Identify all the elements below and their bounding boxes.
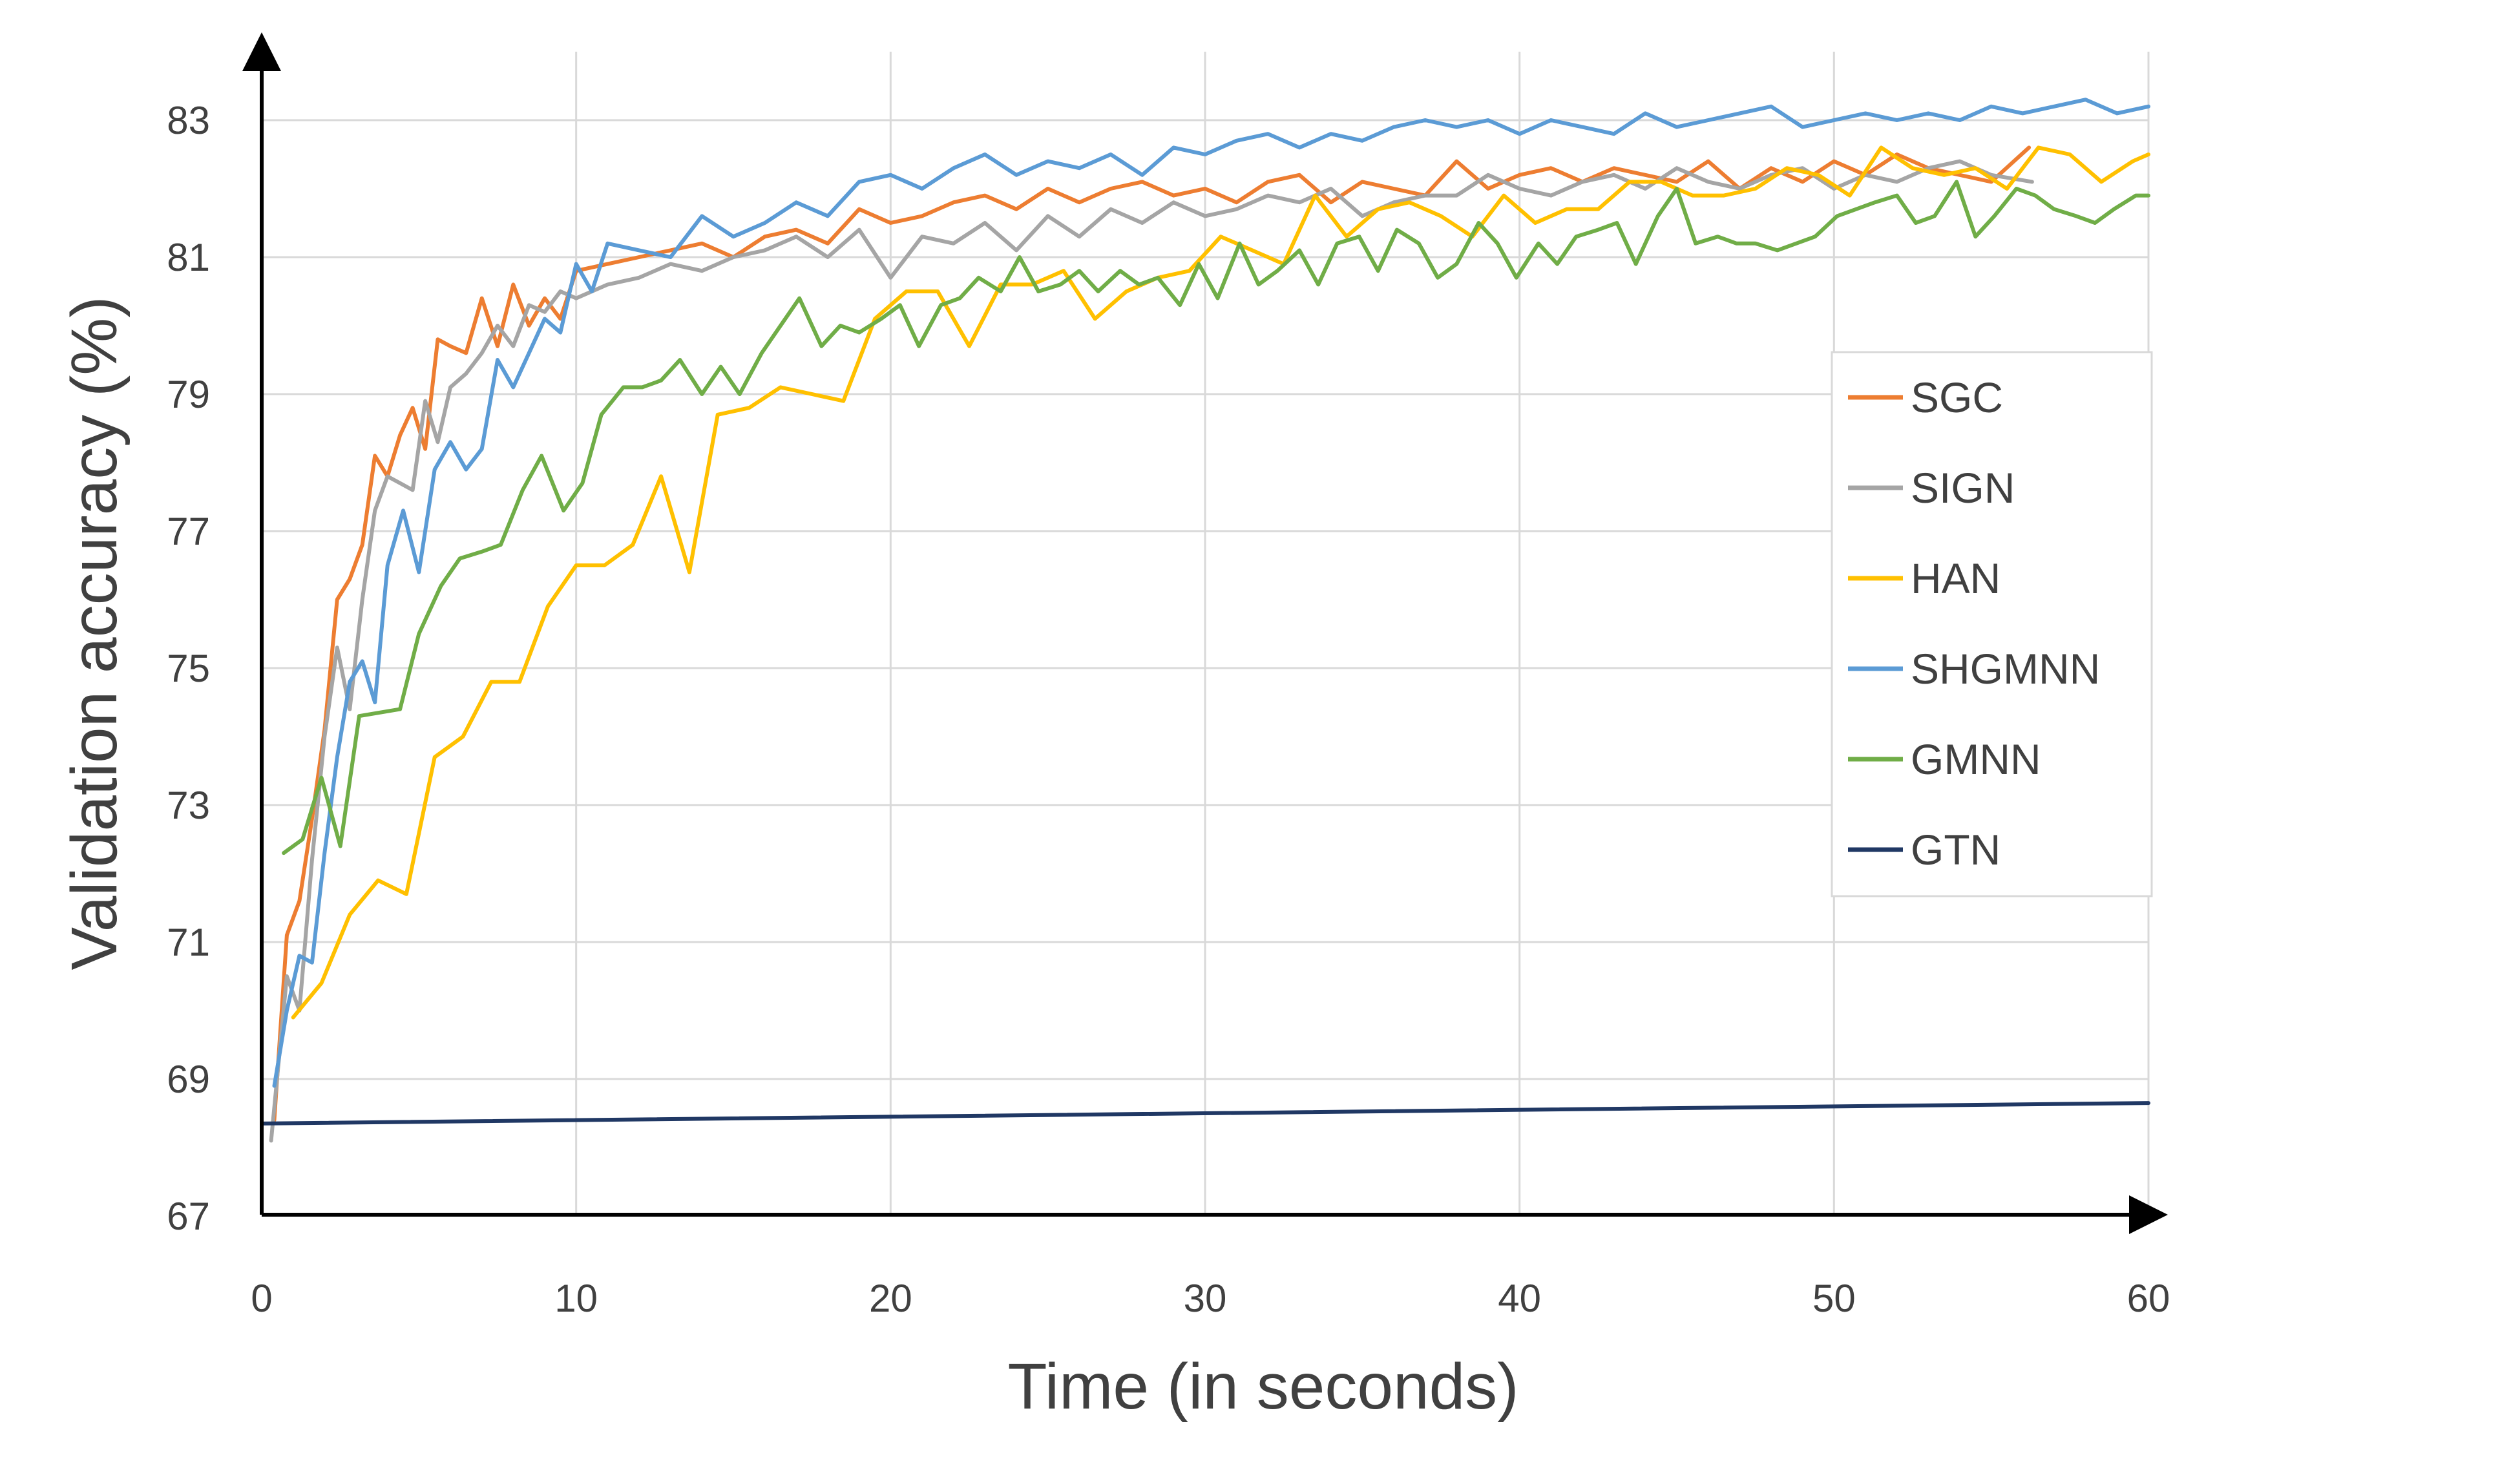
axes	[242, 32, 2168, 1234]
legend-label: SGC	[1911, 373, 2003, 421]
x-axis-title: Time (in seconds)	[1008, 1350, 1519, 1423]
legend-label: HAN	[1911, 554, 2000, 602]
legend-label: GMNN	[1911, 735, 2041, 783]
series-line-han	[291, 145, 2150, 1020]
y-tick-label: 67	[167, 1195, 210, 1238]
series-line-gtn	[260, 1101, 2150, 1126]
x-tick-label: 30	[1184, 1277, 1227, 1320]
legend: SGC SIGN HAN SHGMNN GMNN GTN	[1831, 351, 2153, 897]
series-layer	[260, 98, 2150, 1143]
series-line-sgc	[272, 145, 2032, 1122]
legend-label: GTN	[1911, 826, 2000, 874]
series-line-shgmnn	[272, 98, 2150, 1088]
y-axis-title: Validation accuracy (%)	[58, 296, 131, 970]
x-tick-label: 0	[251, 1277, 272, 1320]
y-tick-label: 83	[167, 99, 210, 142]
tick-labels: 0 10 20 30 40 50 60 67 69 71 73 75 77 79 81 83	[167, 99, 2170, 1320]
x-tick-label: 40	[1498, 1277, 1541, 1320]
y-tick-label: 75	[167, 647, 210, 690]
x-tick-label: 10	[554, 1277, 598, 1320]
series-line-sign	[269, 159, 2034, 1143]
y-tick-label: 69	[167, 1058, 210, 1101]
legend-box	[1831, 351, 2153, 897]
legend-label: SHGMNN	[1911, 645, 2100, 693]
legend-label: SIGN	[1911, 464, 2015, 512]
series-line-gmnn	[282, 180, 2150, 855]
x-tick-label: 50	[1812, 1277, 1856, 1320]
y-tick-label: 73	[167, 784, 210, 827]
y-tick-label: 71	[167, 921, 210, 964]
y-tick-label: 77	[167, 510, 210, 553]
x-tick-label: 60	[2127, 1277, 2170, 1320]
x-tick-label: 20	[869, 1277, 912, 1320]
y-tick-label: 79	[167, 373, 210, 416]
y-tick-label: 81	[167, 236, 210, 279]
